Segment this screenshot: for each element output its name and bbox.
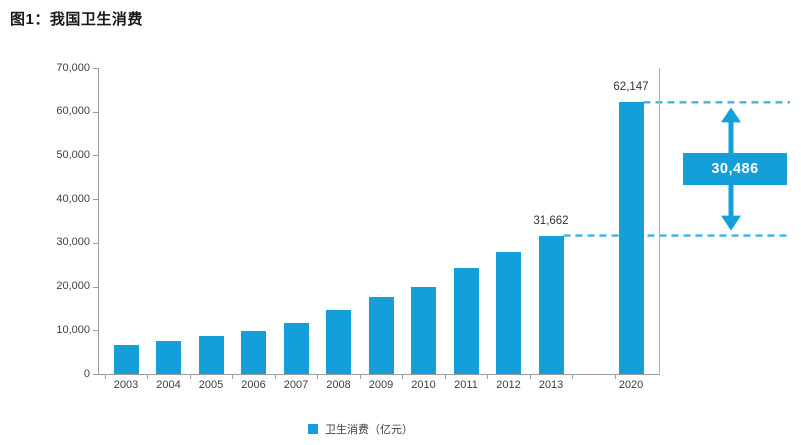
- y-axis-tick-label: 40,000: [56, 192, 90, 205]
- x-axis-label-2006: 2006: [241, 379, 266, 391]
- x-axis-label-2007: 2007: [283, 379, 309, 391]
- x-axis-tick-mark: [572, 374, 574, 379]
- x-axis-label-2010: 2010: [411, 379, 436, 391]
- x-axis-tick-mark: [444, 374, 446, 379]
- x-axis-label-2013: 2013: [538, 379, 564, 391]
- y-axis-tick-mark: [93, 111, 98, 113]
- bar-2005: [198, 336, 224, 374]
- x-axis-label-2003: 2003: [113, 379, 139, 391]
- x-axis-label-2009: 2009: [368, 379, 394, 391]
- y-axis-tick-label: 30,000: [56, 236, 90, 249]
- x-axis-label-2020: 2020: [618, 379, 644, 391]
- x-axis-label-2005: 2005: [198, 379, 224, 391]
- bar-2010: [411, 286, 436, 374]
- value-label-2013: 31,662: [533, 214, 569, 227]
- y-axis-tick-mark: [93, 155, 98, 157]
- bar-2011: [453, 267, 479, 374]
- bar-2004: [156, 340, 181, 374]
- y-axis-tick-mark: [93, 199, 98, 201]
- y-axis-tick-mark: [93, 330, 98, 332]
- bar-2012: [496, 252, 521, 374]
- x-axis-tick-mark: [317, 374, 319, 379]
- y-axis-tick-label: 10,000: [56, 323, 90, 336]
- bar-2003: [113, 345, 139, 374]
- x-axis-tick-mark: [359, 374, 361, 379]
- bar-2013: [538, 235, 564, 374]
- x-axis-tick-mark: [614, 374, 616, 379]
- x-axis-tick-mark: [147, 374, 149, 379]
- y-axis-tick-label: 50,000: [56, 148, 90, 161]
- bar-2009: [368, 297, 394, 374]
- x-axis-tick-mark: [189, 374, 191, 379]
- y-axis-tick-label: 70,000: [56, 61, 90, 74]
- y-axis-tick-label: 60,000: [56, 105, 90, 118]
- legend: 卫生消费（亿元）: [308, 421, 413, 437]
- bar-2006: [241, 330, 266, 374]
- figure-title: 图1：我国卫生消费: [10, 11, 143, 28]
- difference-annotation-label: 30,486: [711, 161, 759, 177]
- y-axis-tick-label: 0: [83, 367, 90, 380]
- difference-annotation-box: 30,486: [683, 153, 787, 185]
- x-axis-label-2008: 2008: [326, 379, 351, 391]
- plot-right-border: [659, 68, 660, 374]
- x-axis-tick-mark: [487, 374, 489, 379]
- x-axis-label-2004: 2004: [156, 379, 181, 391]
- value-label-2020: 62,147: [613, 81, 649, 94]
- legend-swatch: [308, 424, 318, 434]
- y-axis-tick-mark: [93, 68, 98, 69]
- x-axis-tick-mark: [232, 374, 234, 379]
- x-axis-tick-mark: [402, 374, 404, 379]
- legend-label: 卫生消费（亿元）: [325, 424, 413, 436]
- x-axis-line: [98, 374, 660, 375]
- y-axis-tick-mark: [93, 286, 98, 288]
- bar-2007: [283, 323, 309, 374]
- y-axis-tick-label: 20,000: [56, 280, 90, 293]
- x-axis-tick-mark: [274, 374, 276, 379]
- x-axis-label-2012: 2012: [496, 379, 521, 391]
- bar-2020: [618, 102, 644, 374]
- x-axis-label-2011: 2011: [454, 379, 478, 391]
- bar-2008: [326, 310, 351, 374]
- y-axis-line: [98, 68, 99, 375]
- x-axis-tick-mark: [529, 374, 531, 379]
- y-axis-tick-mark: [93, 242, 98, 244]
- y-axis-tick-mark: [93, 374, 98, 375]
- x-axis-tick-mark: [104, 374, 106, 379]
